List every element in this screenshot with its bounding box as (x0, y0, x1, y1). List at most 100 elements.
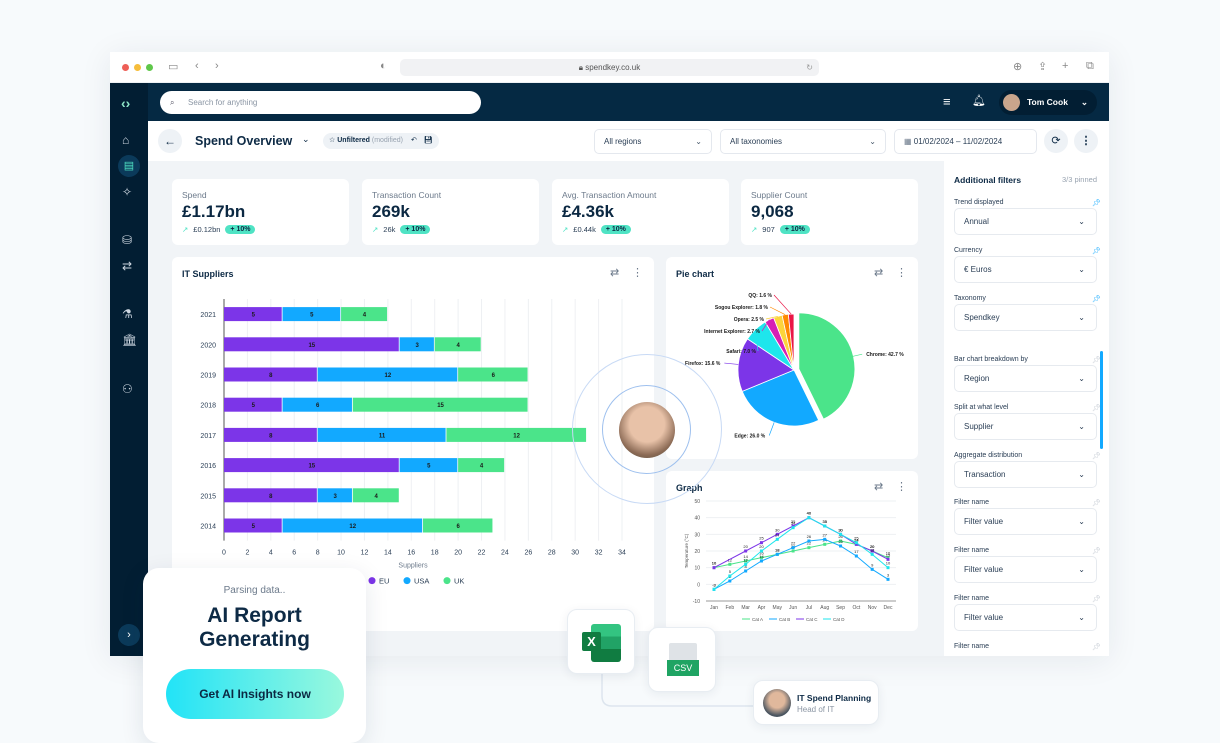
excel-file-tile[interactable]: X (567, 609, 635, 674)
pin-icon[interactable]: 📌︎ (1092, 248, 1101, 255)
pin-icon[interactable]: 📌︎ (1092, 500, 1101, 507)
minimize-window-button[interactable] (134, 64, 141, 71)
filter-label: Filter name (954, 643, 990, 650)
data-label: 12 (743, 557, 748, 562)
swap-icon[interactable]: ⇄ (874, 481, 884, 493)
get-ai-insights-button[interactable]: Get AI Insights now (166, 669, 344, 719)
bar-segment (434, 337, 481, 352)
filter-select[interactable]: Annual ⌄ (954, 208, 1097, 235)
pin-icon[interactable]: 📌︎ (1092, 644, 1101, 651)
x-tick-label: 12 (361, 550, 369, 557)
reload-icon[interactable]: ↻ (806, 63, 813, 72)
database-icon[interactable]: ⛁ (122, 233, 133, 247)
pin-icon[interactable]: 📌︎ (1092, 453, 1101, 460)
series-line (713, 517, 889, 590)
data-label: 14 (743, 554, 748, 559)
pin-icon[interactable]: 📌︎ (1092, 357, 1101, 364)
home-icon[interactable]: ⌂ (122, 133, 130, 147)
new-tab-icon[interactable]: + (1062, 60, 1069, 72)
data-label: 24 (854, 537, 859, 542)
back-button[interactable]: ← (158, 129, 182, 153)
close-window-button[interactable] (122, 64, 129, 71)
bar-data-label: 4 (480, 464, 484, 470)
kpi-card-avg-transaction: Avg. Transaction Amount £4.36k ↗ £0.44k + … (552, 179, 729, 245)
transfer-icon[interactable]: ⇄ (122, 259, 133, 273)
filter-select[interactable]: Filter value ⌄ (954, 604, 1097, 631)
url-bar[interactable]: 🔒︎ spendkey.co.uk ↻ (400, 59, 819, 76)
pin-icon[interactable]: 📌︎ (1092, 296, 1101, 303)
data-label: 27 (823, 532, 828, 537)
filter-select[interactable]: € Euros ⌄ (954, 256, 1097, 283)
chevron-down-icon: ⌄ (695, 137, 702, 146)
more-options-button[interactable]: ⋮ (1074, 129, 1098, 153)
pie-leader-line (769, 306, 786, 316)
taxonomies-value: All taxonomies (730, 137, 783, 146)
avatar (763, 689, 791, 717)
expand-sidebar-button[interactable]: › (118, 624, 140, 646)
filter-select[interactable]: Filter value ⌄ (954, 556, 1097, 583)
pin-icon[interactable]: 📌︎ (1092, 548, 1101, 555)
filter-select[interactable]: Supplier ⌄ (954, 413, 1097, 440)
bar-segment (341, 307, 388, 322)
x-tick-label: 30 (571, 550, 579, 557)
star-icon[interactable]: ☆ (329, 137, 336, 144)
x-tick-label: 32 (595, 550, 603, 557)
filter-select[interactable]: Spendkey ⌄ (954, 304, 1097, 331)
save-icon[interactable]: 💾︎ (423, 137, 433, 144)
regions-select[interactable]: All regions ⌄ (594, 129, 712, 154)
pin-icon[interactable]: 📌︎ (1092, 405, 1101, 412)
users-icon[interactable]: ⚇ (122, 382, 133, 396)
download-icon[interactable]: ⊕ (1013, 61, 1023, 73)
more-options-icon[interactable]: ⋮ (896, 267, 907, 279)
pin-icon[interactable]: 📌︎ (1092, 596, 1101, 603)
pin-icon[interactable]: 📌︎ (1092, 200, 1101, 207)
report-icon[interactable]: ▤ (118, 155, 140, 177)
bar-segment (224, 488, 317, 503)
data-label: 12 (728, 557, 733, 562)
filter-select[interactable]: Filter value ⌄ (954, 508, 1097, 535)
pie-data-label: Firefox: 15.6 % (685, 361, 721, 367)
data-label: 8 (745, 564, 748, 569)
filter-list-icon[interactable]: ≡ (943, 94, 951, 109)
bar-segment (446, 427, 587, 442)
refresh-button[interactable]: ⟳ (1044, 129, 1068, 153)
csv-file-tile[interactable]: CSV (648, 627, 716, 692)
bank-icon[interactable]: 🏛︎ (122, 333, 138, 347)
y-tick-label: 2020 (200, 342, 216, 349)
forward-nav-icon[interactable]: › (215, 60, 219, 72)
sparkle-icon[interactable]: ✧ (122, 185, 133, 199)
swap-icon[interactable]: ⇄ (874, 267, 884, 279)
data-label: 40 (807, 511, 812, 516)
chevron-down-icon: ⌄ (1078, 265, 1085, 274)
date-range-picker[interactable]: ▦ 01/02/2024 – 11/02/2024 (894, 129, 1037, 154)
series-line (713, 538, 889, 590)
scrollbar[interactable] (1100, 351, 1103, 449)
search-input[interactable]: ⌕ Search for anything (160, 91, 481, 114)
flask-icon[interactable]: ⚗ (122, 307, 133, 321)
trend-up-icon: ↗ (372, 225, 379, 234)
shield-icon[interactable]: ◐ (380, 60, 387, 72)
filter-select[interactable]: Transaction ⌄ (954, 461, 1097, 488)
data-label: 22 (807, 541, 812, 546)
x-tick-label: 0 (222, 550, 226, 557)
maximize-window-button[interactable] (146, 64, 153, 71)
bell-icon[interactable]: 🔔︎ (972, 95, 986, 107)
more-options-icon[interactable]: ⋮ (896, 481, 907, 493)
bar-data-label: 11 (379, 433, 386, 439)
title-dropdown-icon[interactable]: ⌄ (302, 134, 310, 144)
share-icon[interactable]: ⇪ (1038, 61, 1048, 73)
data-label: 3 (887, 572, 890, 577)
bar-data-label: 8 (269, 373, 273, 379)
taxonomies-select[interactable]: All taxonomies ⌄ (720, 129, 886, 154)
swap-icon[interactable]: ⇄ (610, 267, 620, 279)
bar-segment (399, 337, 434, 352)
filter-select[interactable]: Region ⌄ (954, 365, 1097, 392)
person-avatar (619, 402, 675, 458)
back-nav-icon[interactable]: ‹ (195, 60, 199, 72)
tabs-overview-icon[interactable]: ⧉ (1086, 60, 1094, 72)
user-menu[interactable]: Tom Cook ⌄ (999, 90, 1097, 115)
more-options-icon[interactable]: ⋮ (632, 267, 643, 279)
sidebar-toggle-icon[interactable]: ▭ (168, 61, 179, 73)
undo-icon[interactable]: ↶ (410, 137, 417, 144)
bar-data-label: 4 (363, 313, 367, 319)
